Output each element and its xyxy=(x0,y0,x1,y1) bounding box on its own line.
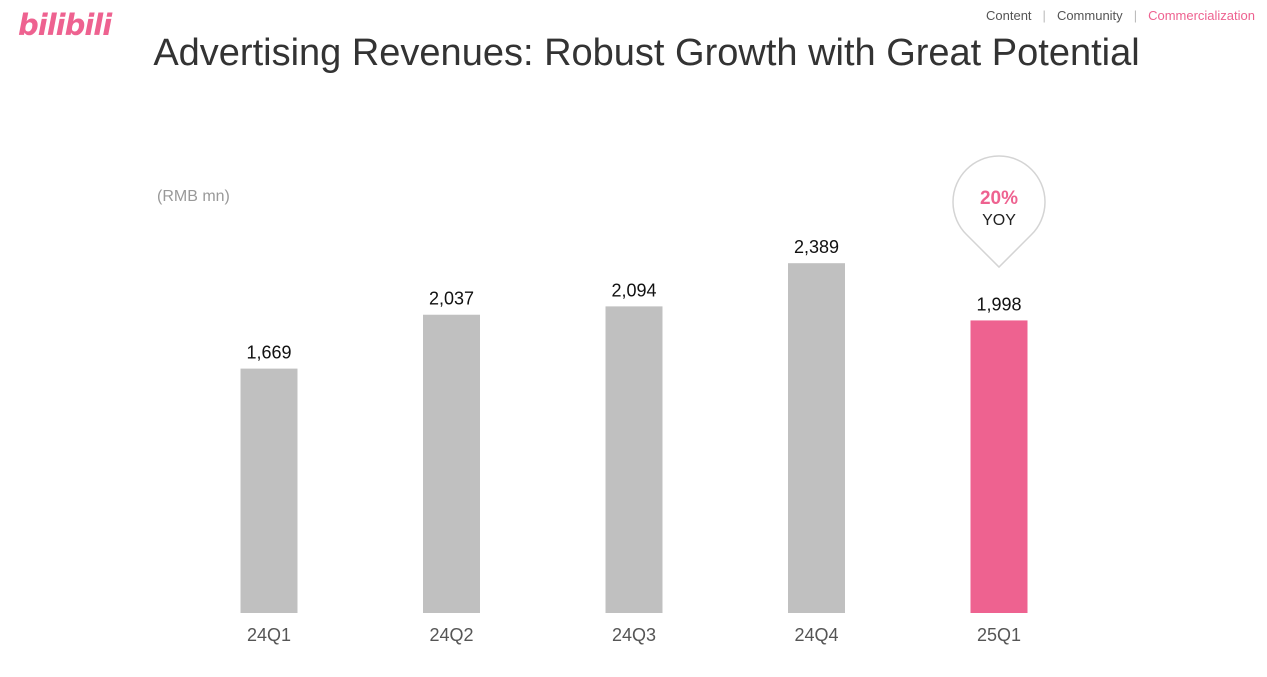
yoy-callout-bubble xyxy=(952,155,1046,269)
bilibili-logo: bilibili xyxy=(18,8,112,42)
x-tick-label: 25Q1 xyxy=(977,625,1021,645)
page-title: Advertising Revenues: Robust Growth with… xyxy=(153,32,1140,74)
bar-value-label: 2,094 xyxy=(611,280,656,300)
nav-divider: | xyxy=(1133,8,1138,23)
x-tick-label: 24Q3 xyxy=(612,625,656,645)
bar-24q2 xyxy=(423,314,480,613)
bar-value-label: 2,389 xyxy=(794,237,839,257)
bar-24q4 xyxy=(788,263,845,613)
bar-value-label: 2,037 xyxy=(429,289,474,309)
bar-24q3 xyxy=(605,306,663,613)
nav-item-commercialization[interactable]: Commercialization xyxy=(1148,8,1255,23)
nav-item-content[interactable]: Content xyxy=(986,8,1032,23)
yoy-label: YOY xyxy=(982,212,1016,229)
x-tick-label: 24Q4 xyxy=(794,625,838,645)
x-tick-label: 24Q2 xyxy=(429,625,473,645)
yoy-growth-value: 20% xyxy=(980,188,1018,209)
nav-item-community[interactable]: Community xyxy=(1056,8,1123,23)
bar-25q1 xyxy=(970,320,1028,613)
bar-value-label: 1,669 xyxy=(246,343,291,363)
nav-divider: | xyxy=(1042,8,1046,23)
top-nav: Content | Community | Commercialization xyxy=(986,8,1255,23)
x-tick-label: 24Q1 xyxy=(247,625,291,645)
bar-value-label: 1,998 xyxy=(976,294,1021,314)
unit-label: (RMB mn) xyxy=(157,188,230,205)
bar-24q1 xyxy=(240,368,298,613)
